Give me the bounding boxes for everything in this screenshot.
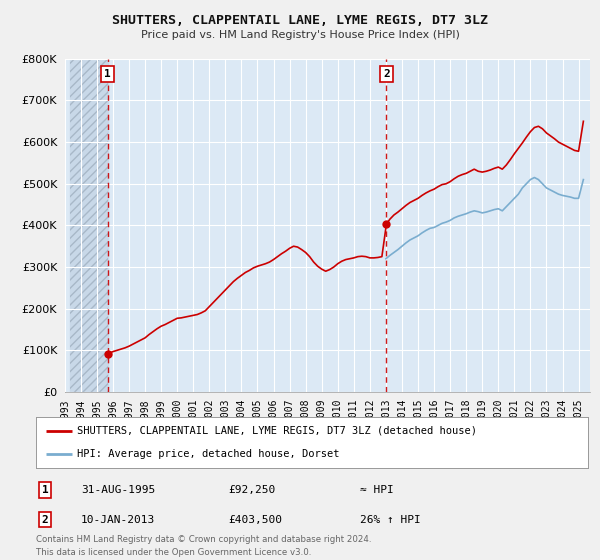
Text: HPI: Average price, detached house, Dorset: HPI: Average price, detached house, Dors… bbox=[77, 449, 340, 459]
Text: SHUTTERS, CLAPPENTAIL LANE, LYME REGIS, DT7 3LZ: SHUTTERS, CLAPPENTAIL LANE, LYME REGIS, … bbox=[112, 14, 488, 27]
Text: 10-JAN-2013: 10-JAN-2013 bbox=[81, 515, 155, 525]
Text: Contains HM Land Registry data © Crown copyright and database right 2024.
This d: Contains HM Land Registry data © Crown c… bbox=[36, 535, 371, 557]
Text: 26% ↑ HPI: 26% ↑ HPI bbox=[360, 515, 421, 525]
Text: 2: 2 bbox=[41, 515, 49, 525]
Bar bbox=[70, 59, 107, 392]
Text: 1: 1 bbox=[104, 69, 111, 79]
Bar bbox=[70, 59, 107, 392]
Text: £92,250: £92,250 bbox=[228, 485, 275, 495]
Text: ≈ HPI: ≈ HPI bbox=[360, 485, 394, 495]
Text: Price paid vs. HM Land Registry's House Price Index (HPI): Price paid vs. HM Land Registry's House … bbox=[140, 30, 460, 40]
Text: £403,500: £403,500 bbox=[228, 515, 282, 525]
Text: SHUTTERS, CLAPPENTAIL LANE, LYME REGIS, DT7 3LZ (detached house): SHUTTERS, CLAPPENTAIL LANE, LYME REGIS, … bbox=[77, 426, 478, 436]
Text: 31-AUG-1995: 31-AUG-1995 bbox=[81, 485, 155, 495]
Text: 1: 1 bbox=[41, 485, 49, 495]
Text: 2: 2 bbox=[383, 69, 390, 79]
